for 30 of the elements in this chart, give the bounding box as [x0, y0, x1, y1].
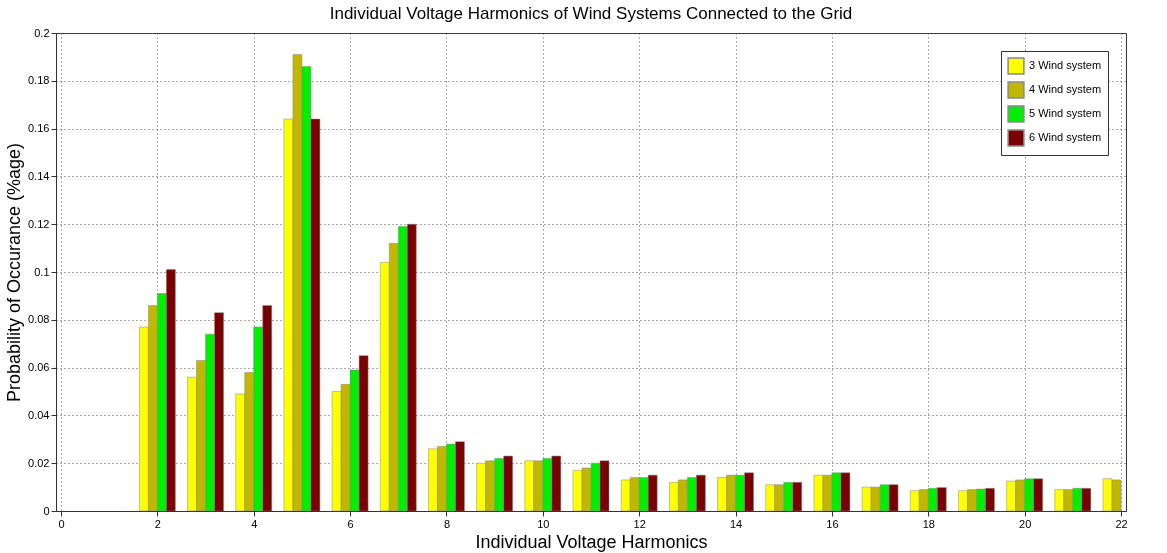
- x-tick-label: 22: [1115, 517, 1128, 530]
- chart-title: Individual Voltage Harmonics of Wind Systems Connected to the Grid: [329, 4, 853, 23]
- y-tick-label: 0.08: [28, 313, 50, 326]
- legend-label: 6 Wind system: [1029, 131, 1102, 143]
- legend-label: 4 Wind system: [1029, 83, 1102, 95]
- x-tick-label: 6: [347, 517, 354, 530]
- x-tick-label: 4: [251, 517, 258, 530]
- x-tick-label: 8: [443, 517, 451, 530]
- y-tick-label: 0.04: [28, 408, 50, 421]
- x-tick-label: 10: [537, 517, 550, 530]
- x-tick-label: 20: [1019, 517, 1032, 530]
- y-axis-title: Probability of Occurance (%age): [4, 142, 25, 403]
- x-tick-label: 2: [154, 517, 161, 530]
- y-tick-label: 0.02: [28, 456, 50, 469]
- y-tick-label: 0.12: [28, 217, 50, 230]
- y-tick-label: 0.2: [34, 26, 50, 39]
- y-tick-label: 0: [43, 504, 50, 517]
- x-axis-title: Individual Voltage Harmonics: [475, 531, 708, 552]
- legend-label: 3 Wind system: [1029, 59, 1102, 71]
- x-tick-label: 16: [826, 517, 839, 530]
- x-tick-label: 14: [729, 517, 743, 530]
- x-tick-label: 0: [58, 517, 65, 530]
- y-tick-label: 0.16: [28, 122, 50, 135]
- y-tick-label: 0.06: [28, 361, 50, 374]
- y-tick-label: 0.14: [28, 169, 50, 182]
- x-tick-label: 12: [633, 517, 646, 530]
- y-tick-label: 0.18: [28, 74, 50, 87]
- x-tick-label: 18: [922, 517, 935, 530]
- legend-label: 5 Wind system: [1029, 107, 1102, 119]
- y-tick-label: 0.1: [34, 265, 50, 278]
